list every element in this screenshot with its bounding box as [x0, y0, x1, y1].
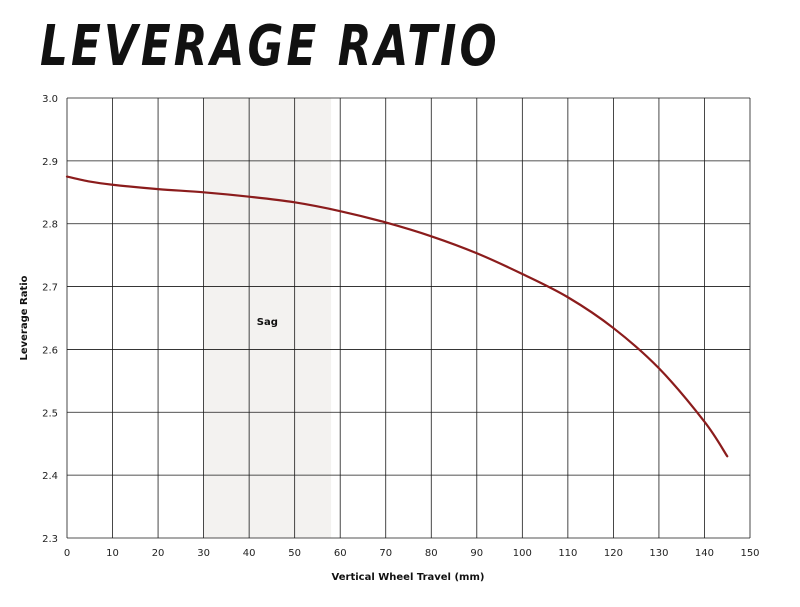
x-tick-label: 100 — [513, 548, 532, 559]
x-tick-label: 150 — [740, 548, 759, 559]
y-tick-label: 2.9 — [42, 157, 58, 168]
series-layer — [65, 175, 729, 458]
y-tick-label: 2.6 — [42, 345, 58, 356]
x-tick-label: 10 — [106, 548, 119, 559]
y-tick-label: 2.7 — [42, 283, 58, 294]
grid-layer — [66, 97, 751, 539]
x-tick-label: 70 — [379, 548, 392, 559]
y-axis-label: Leverage Ratio — [19, 275, 30, 360]
x-tick-label: 120 — [604, 548, 623, 559]
sag-label: Sag — [257, 317, 278, 328]
y-tick-label: 2.3 — [42, 534, 58, 545]
x-tick-label: 40 — [243, 548, 256, 559]
tick-label-layer: 0 10 20 30 40 50 60 70 80 90 100 110 120 130 140 150 2.3… — [42, 94, 759, 559]
x-tick-label: 110 — [558, 548, 577, 559]
chart-title: LEVERAGE RATIO — [40, 14, 500, 79]
x-tick-label: 30 — [197, 548, 210, 559]
x-tick-label: 0 — [64, 548, 70, 559]
sag-band — [203, 98, 332, 538]
y-tick-label: 2.4 — [42, 471, 58, 482]
x-tick-label: 60 — [334, 548, 347, 559]
x-tick-label: 50 — [288, 548, 301, 559]
sag-band-layer: Sag — [203, 98, 332, 538]
x-tick-label: 140 — [695, 548, 714, 559]
y-tick-label: 2.5 — [42, 408, 58, 419]
y-tick-label: 3.0 — [42, 94, 58, 105]
x-axis-label: Vertical Wheel Travel (mm) — [332, 572, 485, 583]
y-tick-label: 2.8 — [42, 220, 58, 231]
x-tick-label: 130 — [649, 548, 668, 559]
leverage-ratio-line — [65, 175, 729, 458]
x-tick-label: 80 — [425, 548, 438, 559]
x-tick-label: 90 — [470, 548, 483, 559]
x-tick-label: 20 — [152, 548, 165, 559]
